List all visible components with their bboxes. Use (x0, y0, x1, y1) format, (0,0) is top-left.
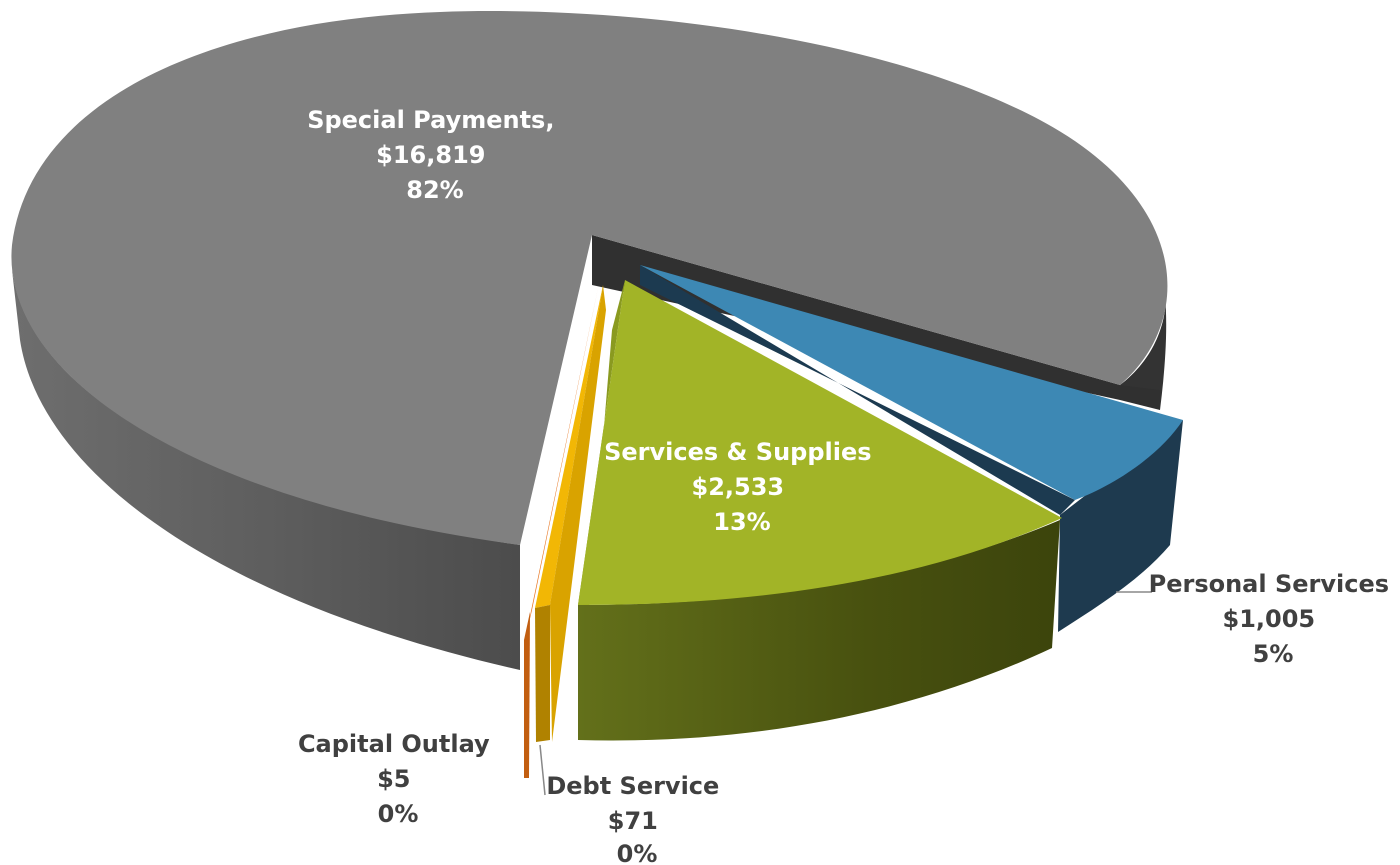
label-capital-outlay-value: $5 (377, 765, 410, 793)
slice-special-payments-wall (12, 270, 520, 670)
slice-special-payments-inner-wall (592, 235, 1160, 410)
slice-capital-outlay-wall (524, 612, 530, 778)
label-services-supplies: Services & Supplies $2,533 13% (604, 438, 880, 536)
label-capital-outlay: Capital Outlay $5 0% (298, 730, 498, 828)
slice-capital-outlay (524, 288, 598, 778)
label-services-supplies-percent: 13% (713, 508, 770, 536)
leader-line-debt-service (539, 744, 546, 796)
slice-special-payments-top (11, 11, 1168, 545)
label-capital-outlay-percent: 0% (378, 800, 419, 828)
label-special-payments-value: $16,819 (376, 141, 485, 169)
label-special-payments-percent: 82% (406, 176, 463, 204)
slice-services-supplies-wall (578, 520, 1060, 741)
label-debt-service-value: $71 (608, 807, 658, 835)
label-capital-outlay-name: Capital Outlay (298, 730, 490, 758)
label-personal-services-name: Personal Services (1149, 570, 1389, 598)
label-special-payments-name: Special Payments, (307, 106, 554, 134)
label-debt-service: Debt Service $71 0% (546, 772, 727, 865)
label-personal-services: Personal Services $1,005 5% (1149, 570, 1398, 668)
label-debt-service-percent: 0% (617, 840, 658, 865)
slice-debt-service-wall (535, 605, 550, 742)
label-personal-services-percent: 5% (1253, 640, 1294, 668)
slice-personal-services (640, 265, 1183, 632)
slice-debt-service (535, 285, 606, 742)
slice-debt-service-top (535, 285, 603, 608)
label-personal-services-value: $1,005 (1223, 605, 1316, 633)
label-special-payments: Special Payments, $16,819 82% (307, 106, 563, 204)
slice-special-payments-wall-right (1120, 295, 1167, 410)
slice-capital-outlay-top (525, 288, 598, 640)
label-debt-service-name: Debt Service (546, 772, 719, 800)
slice-debt-service-inner-wall (550, 285, 606, 742)
slice-personal-services-wall (1058, 420, 1183, 632)
label-services-supplies-value: $2,533 (692, 473, 785, 501)
label-services-supplies-name: Services & Supplies (604, 438, 871, 466)
slice-special-payments (11, 11, 1168, 670)
slice-services-supplies (578, 280, 1062, 741)
slice-services-supplies-top (578, 280, 1062, 605)
slice-personal-services-top (640, 265, 1183, 500)
slice-personal-services-inner-wall (640, 265, 1075, 515)
